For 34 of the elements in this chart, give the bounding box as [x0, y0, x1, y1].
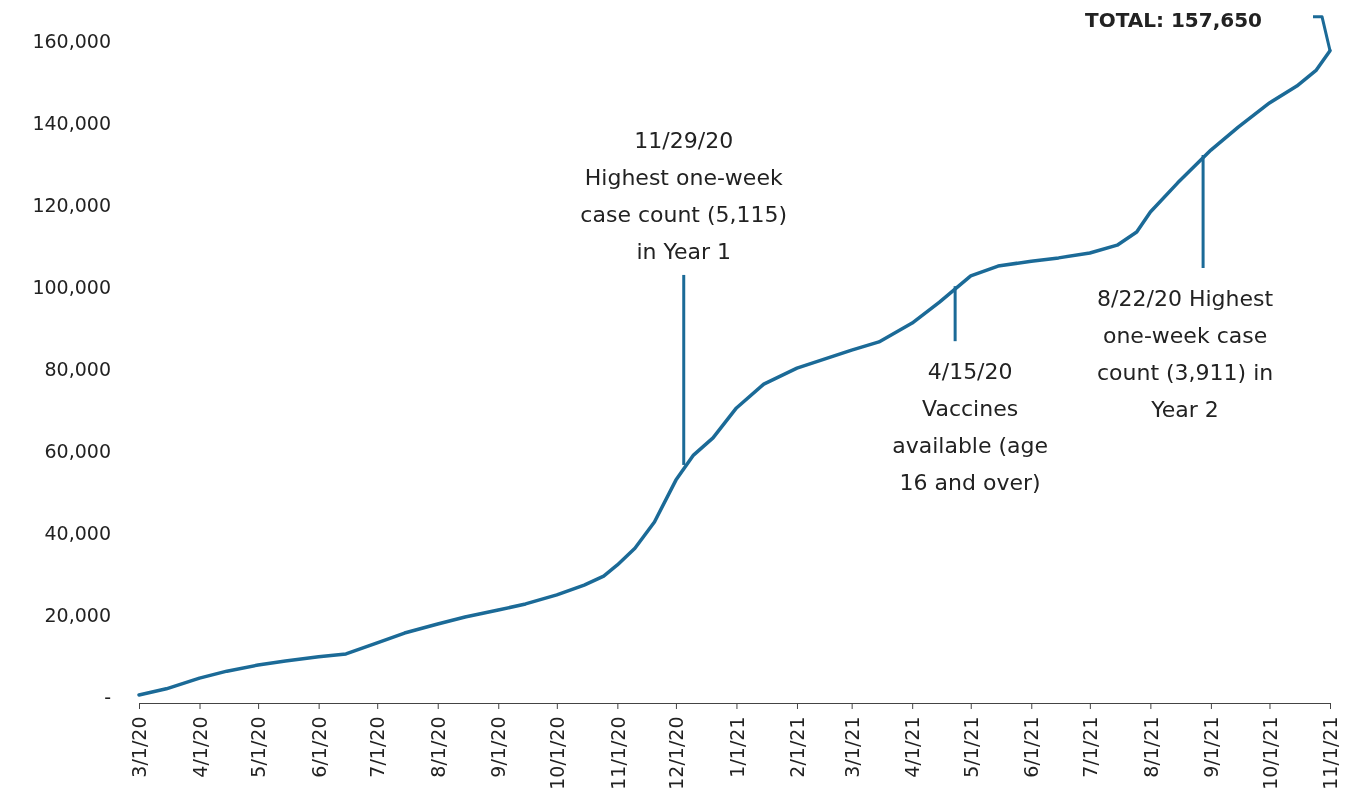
x-tick-label: 5/1/21 — [959, 716, 982, 778]
y-tick-label: 40,000 — [44, 521, 111, 544]
y-tick-label: 20,000 — [44, 603, 111, 626]
y-tick-label: 160,000 — [32, 29, 111, 52]
y-tick-label: 100,000 — [32, 275, 111, 298]
x-tick-label: 11/1/21 — [1319, 716, 1342, 790]
x-tick-label: 12/1/20 — [665, 716, 688, 790]
annotation: 11/29/20 Highest one-week case count (5,115) in Year 1 — [580, 127, 788, 264]
x-tick-label: 4/1/20 — [188, 716, 211, 778]
x-tick-label: 5/1/20 — [247, 716, 270, 778]
x-tick-label: 11/1/20 — [606, 716, 629, 790]
x-tick-label: 6/1/20 — [307, 716, 330, 778]
x-tick-label: 9/1/20 — [487, 716, 510, 778]
x-tick-label: 7/1/20 — [366, 716, 389, 778]
y-tick-label: 140,000 — [32, 111, 111, 134]
x-tick-label: 2/1/21 — [786, 716, 809, 778]
x-tick-label: 10/1/21 — [1258, 716, 1281, 790]
text: TOTAL: 157,650 — [1084, 7, 1262, 32]
y-tick-label: - — [104, 685, 111, 708]
y-tick-label: 120,000 — [32, 193, 111, 216]
annotation: 8/22/20 Highest one-week case count (3,911) in Year 2 — [1096, 285, 1274, 422]
x-tick-label: 9/1/21 — [1200, 716, 1223, 778]
x-tick-label: 3/1/21 — [840, 716, 863, 778]
x-tick-label: 3/1/20 — [128, 716, 151, 778]
y-tick-label: 80,000 — [44, 357, 111, 380]
x-tick-label: 1/1/21 — [725, 716, 748, 778]
x-tick-label: 8/1/20 — [426, 716, 449, 778]
x-tick-label: 8/1/21 — [1139, 716, 1162, 778]
x-tick-label: 4/1/21 — [901, 716, 924, 778]
x-tick-label: 10/1/20 — [545, 716, 568, 790]
x-tick-label: 6/1/21 — [1020, 716, 1043, 778]
y-tick-label: 60,000 — [44, 439, 111, 462]
x-tick-label: 7/1/21 — [1079, 716, 1101, 778]
annotation: 4/15/20 Vaccines available (age 16 and over) — [892, 359, 1049, 496]
